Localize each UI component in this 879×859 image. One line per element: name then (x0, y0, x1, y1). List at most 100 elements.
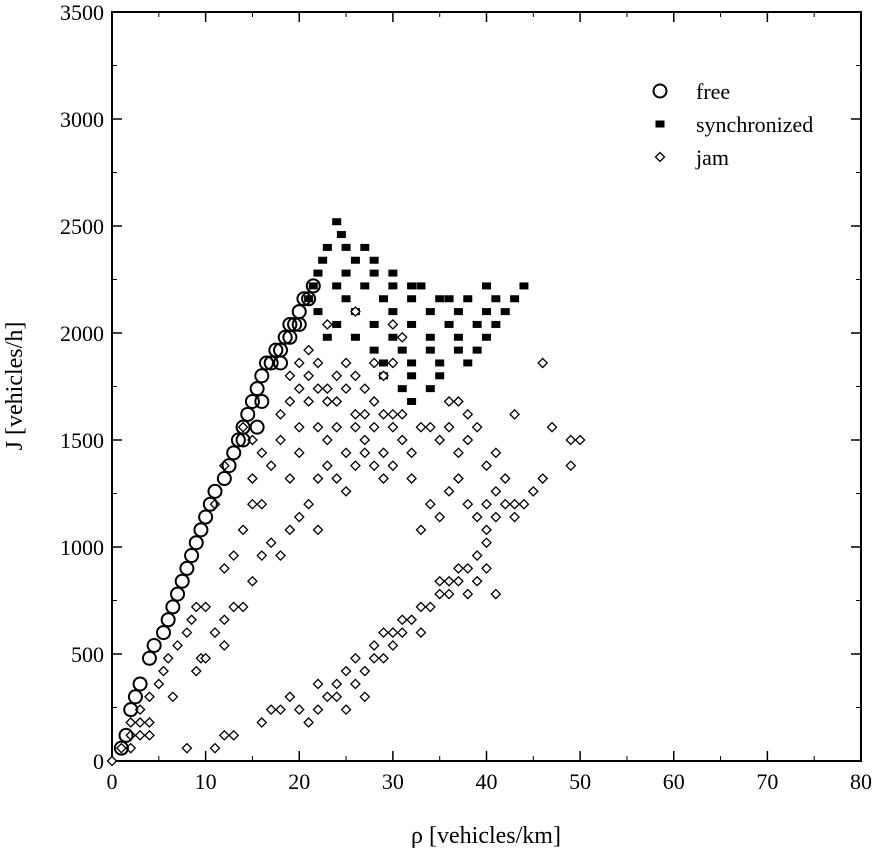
series-free (113, 278, 321, 756)
x-tick-label: 30 (382, 769, 404, 794)
synchronized-point (407, 372, 417, 380)
jam-point (350, 652, 361, 664)
jam-point (378, 408, 389, 420)
synchronized-point (425, 333, 435, 341)
jam-point (340, 485, 352, 497)
jam-point (481, 562, 492, 574)
synchronized-point (388, 282, 398, 290)
jam-point (387, 640, 399, 651)
jam-point (481, 537, 492, 549)
free-point (273, 355, 289, 371)
jam-point (340, 704, 352, 716)
free-point (263, 355, 279, 371)
jam-point (471, 575, 483, 587)
jam-point (303, 717, 315, 728)
x-tick-label: 60 (663, 769, 685, 794)
jam-point (415, 421, 427, 433)
jam-point (424, 498, 436, 510)
jam-point (237, 601, 249, 613)
jam-point (275, 704, 286, 716)
free-point (305, 278, 321, 294)
free-point (254, 368, 270, 384)
jam-point (340, 447, 352, 459)
synchronized-point (388, 269, 398, 277)
jam-point (284, 473, 296, 484)
jam-point (387, 319, 399, 330)
jam-point (415, 601, 427, 613)
jam-point (237, 421, 249, 433)
legend-label-jam: jam (695, 145, 729, 170)
synchronized-point (369, 269, 379, 277)
jam-point (350, 408, 361, 420)
legend-marker-jam (654, 151, 666, 163)
jam-point (490, 447, 502, 459)
jam-point (452, 396, 464, 407)
free-point (207, 483, 223, 499)
jam-point (256, 498, 268, 510)
jam-point (434, 588, 446, 600)
jam-point (340, 383, 352, 395)
jam-point (134, 717, 146, 728)
jam-point (481, 524, 492, 536)
jam-point (172, 640, 183, 651)
jam-point (415, 524, 427, 536)
synchronized-point (379, 359, 389, 367)
free-point (193, 522, 209, 538)
synchronized-point (519, 282, 529, 290)
jam-point (181, 742, 193, 754)
free-point (141, 650, 157, 666)
jam-point (368, 640, 380, 651)
synchronized-point (407, 359, 417, 367)
jam-point (134, 729, 146, 741)
free-point (202, 496, 218, 512)
jam-point (452, 562, 464, 574)
jam-point (368, 652, 380, 664)
y-tick-label: 3500 (60, 0, 104, 25)
jam-point (565, 434, 577, 446)
y-tick-label: 0 (93, 749, 104, 774)
jam-point (218, 640, 230, 651)
y-tick-label: 2500 (60, 214, 104, 239)
jam-point (321, 396, 333, 407)
jam-point (368, 460, 380, 472)
jam-point (237, 524, 249, 536)
synchronized-point (407, 282, 417, 290)
jam-point (303, 344, 315, 356)
jam-point (350, 678, 361, 690)
free-point (268, 342, 284, 358)
jam-point (462, 408, 474, 420)
jam-point (350, 421, 361, 433)
synchronized-point (388, 333, 398, 341)
jam-point (359, 408, 371, 420)
jam-point (359, 691, 371, 703)
synchronized-point (341, 243, 351, 251)
jam-point (490, 588, 502, 600)
jam-point (293, 704, 305, 716)
jam-point (144, 717, 155, 728)
jam-point (200, 652, 212, 664)
y-tick-label: 500 (71, 642, 104, 667)
jam-point (499, 473, 511, 484)
jam-point (396, 627, 408, 639)
synchronized-point (350, 256, 360, 264)
jam-point (293, 447, 305, 459)
jam-point (443, 485, 455, 497)
free-point (277, 329, 293, 345)
jam-point (368, 421, 380, 433)
x-tick-label: 80 (850, 769, 872, 794)
synchronized-point (304, 295, 314, 303)
jam-point (218, 614, 230, 626)
synchronized-point (369, 320, 379, 328)
jam-point (387, 460, 399, 472)
synchronized-point (341, 295, 351, 303)
free-point (132, 676, 148, 692)
jam-point (284, 524, 296, 536)
jam-point (275, 550, 286, 561)
legend: free synchronized jam (652, 79, 813, 170)
jam-point (321, 460, 333, 472)
jam-point (312, 524, 324, 536)
jam-point (209, 627, 221, 639)
free-point (165, 599, 181, 615)
synchronized-point (407, 295, 417, 303)
